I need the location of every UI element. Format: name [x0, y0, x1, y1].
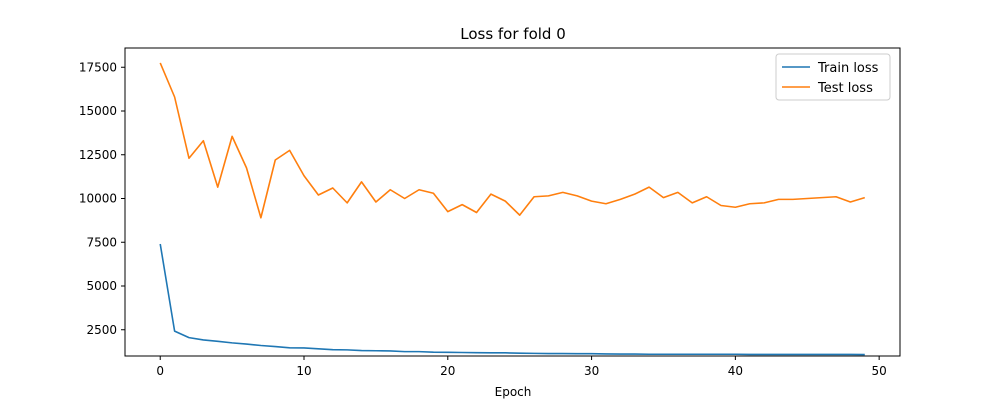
x-tick-label: 0: [156, 364, 164, 378]
x-tick-label: 40: [728, 364, 743, 378]
series-layer: [159, 62, 866, 356]
y-tick-label: 7500: [86, 235, 117, 249]
legend-box: [775, 53, 891, 101]
y-tick-label: 2500: [86, 323, 117, 337]
test-loss-line: [159, 62, 866, 219]
x-axis: 0 10 20 30 40 50: [156, 356, 887, 378]
y-tick-label: 5000: [86, 279, 117, 293]
y-axis: 2500 5000 7500 10000 12500 15000 17500: [79, 60, 125, 337]
x-axis-label: Epoch: [495, 385, 532, 399]
chart-title: Loss for fold 0: [460, 25, 566, 43]
legend-label-test-loss: Test loss: [817, 81, 873, 96]
legend-label-train-loss: Train loss: [817, 61, 879, 76]
y-tick-label: 17500: [79, 60, 117, 74]
x-tick-label: 30: [584, 364, 599, 378]
y-tick-label: 12500: [79, 148, 117, 162]
legend: Train loss Test loss: [775, 53, 891, 101]
plot-frame: [124, 47, 901, 357]
train-loss-line: [159, 243, 865, 356]
x-tick-label: 10: [296, 364, 311, 378]
x-tick-label: 20: [440, 364, 455, 378]
y-tick-label: 10000: [79, 192, 117, 206]
x-tick-label: 50: [872, 364, 887, 378]
y-tick-label: 15000: [79, 104, 117, 118]
